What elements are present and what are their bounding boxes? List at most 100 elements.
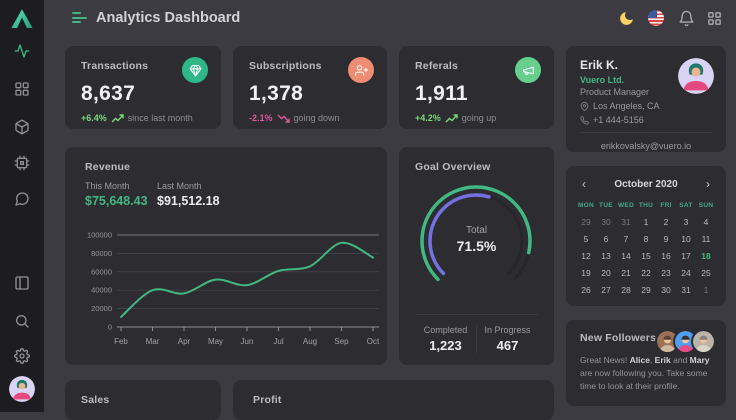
calendar-day[interactable]: 7	[623, 234, 629, 244]
calendar-day[interactable]: 27	[601, 285, 611, 295]
calendar-day[interactable]: 31	[621, 217, 631, 227]
completed-label: Completed	[423, 325, 468, 335]
cpu-icon	[14, 155, 30, 171]
sales-card: Sales	[65, 380, 221, 420]
x-axis-month-label: Oct	[367, 337, 380, 346]
language-us-flag-icon[interactable]	[648, 10, 664, 26]
calendar-day[interactable]: 10	[681, 234, 691, 244]
completed-value: 1,223	[429, 338, 462, 353]
calendar-day[interactable]: 6	[603, 234, 609, 244]
calendar-day[interactable]: 24	[681, 268, 691, 278]
follower-avatars	[655, 329, 716, 354]
calendar-dow: TUE	[599, 202, 613, 209]
calendar-day[interactable]: 12	[581, 251, 591, 261]
user-avatar[interactable]	[9, 376, 35, 402]
calendar-day[interactable]: 19	[581, 268, 591, 278]
calendar-day[interactable]: 25	[701, 268, 711, 278]
app-logo-icon[interactable]	[9, 6, 35, 32]
y-axis-tick-label: 60000	[91, 267, 112, 276]
sidebar-item-dashboard[interactable]	[14, 43, 30, 59]
calendar-days-grid: 29 30 31 1 2 3 4 5 6 7 8 9 10 11 12 13 14 15 16 17 18 19 20 21 2…	[576, 214, 716, 299]
calendar-dow: WED	[617, 202, 635, 209]
calendar-day-headers: MON TUE WED THU FRI SAT SUN	[576, 202, 716, 209]
sales-title: Sales	[81, 394, 110, 406]
map-pin-icon	[580, 101, 589, 111]
delta-value: +4.2%	[415, 113, 441, 123]
x-axis-month-label: Mar	[146, 337, 160, 346]
calendar-day[interactable]: 29	[641, 285, 651, 295]
calendar-dow: THU	[638, 202, 654, 209]
goal-footer: Completed 1,223 In Progress 467	[415, 314, 538, 353]
calendar-day-selected[interactable]: 18	[701, 251, 711, 261]
sidebar-item-messages[interactable]	[14, 191, 30, 207]
calendar-dow: SAT	[679, 202, 693, 209]
calendar-day[interactable]: 4	[703, 217, 709, 227]
sidebar-item-apps[interactable]	[14, 81, 30, 97]
megaphone-icon	[515, 57, 541, 83]
revenue-card: Revenue This Month $75,648.43 Last Month…	[65, 147, 387, 365]
calendar-day[interactable]: 11	[701, 234, 711, 244]
last-month-value: $91,512.18	[157, 194, 220, 208]
calendar-day[interactable]: 8	[643, 234, 649, 244]
notifications-bell-icon[interactable]	[678, 10, 695, 27]
calendar-day[interactable]: 28	[621, 285, 631, 295]
calendar-day[interactable]: 31	[681, 285, 691, 295]
apps-grid-icon[interactable]	[706, 10, 723, 27]
in-progress-label: In Progress	[484, 325, 531, 335]
stat-value: 1,911	[415, 82, 468, 105]
profile-company: Vuero Ltd.	[580, 75, 625, 85]
goal-overview-card: Goal Overview Total 71.5% Completed 1,22…	[399, 147, 554, 365]
chat-bubble-icon	[15, 192, 29, 206]
profile-avatar[interactable]	[678, 58, 714, 94]
calendar-day[interactable]: 2	[663, 217, 669, 227]
sidebar-item-plugins[interactable]	[14, 155, 30, 171]
new-followers-card: New Followers Great News! Alice, Erik an…	[566, 320, 726, 406]
calendar-day[interactable]: 23	[661, 268, 671, 278]
calendar-day[interactable]: 22	[641, 268, 651, 278]
calendar-day[interactable]: 15	[641, 251, 651, 261]
x-axis-month-label: Aug	[303, 337, 317, 346]
this-month-value: $75,648.43	[85, 194, 148, 208]
calendar-day[interactable]: 16	[661, 251, 671, 261]
followers-title: New Followers	[580, 332, 657, 344]
calendar-header: ‹ October 2020 ›	[578, 178, 714, 190]
sidebar-item-components[interactable]	[14, 119, 30, 135]
stat-label: Referals	[415, 60, 459, 72]
delta-value: +6.4%	[81, 113, 107, 123]
profit-card: Profit	[233, 380, 554, 420]
calendar-day[interactable]: 17	[681, 251, 691, 261]
calendar-day[interactable]: 9	[663, 234, 669, 244]
dark-mode-moon-icon[interactable]	[618, 10, 635, 27]
menu-toggle-button[interactable]	[72, 12, 88, 25]
y-axis-tick-label: 80000	[91, 249, 112, 258]
sidebar-item-layouts[interactable]	[14, 275, 30, 291]
delta-note: going down	[293, 113, 340, 123]
calendar-prev-button[interactable]: ‹	[578, 178, 590, 190]
sidebar-item-settings[interactable]	[14, 348, 30, 364]
profile-email[interactable]: erikkovalsky@vuero.io	[600, 141, 692, 151]
calendar-day[interactable]: 13	[601, 251, 611, 261]
profile-phone: +1 444-5156	[593, 115, 644, 125]
profile-card: Erik K. Vuero Ltd. Product Manager Los A…	[566, 46, 726, 152]
calendar-day[interactable]: 3	[683, 217, 689, 227]
calendar-day[interactable]: 21	[621, 268, 631, 278]
calendar-next-button[interactable]: ›	[702, 178, 714, 190]
calendar-day[interactable]: 30	[661, 285, 671, 295]
calendar-day[interactable]: 1	[643, 217, 649, 227]
x-axis-month-label: Jul	[273, 337, 283, 346]
calendar-day[interactable]: 20	[601, 268, 611, 278]
calendar-day[interactable]: 5	[583, 234, 589, 244]
follower-avatar-mary[interactable]	[691, 329, 716, 354]
calendar-day[interactable]: 26	[581, 285, 591, 295]
sidebar-item-search[interactable]	[14, 313, 30, 329]
revenue-series-line	[120, 241, 374, 318]
gauge-total-label: Total	[465, 225, 488, 236]
calendar-day[interactable]: 29	[581, 217, 591, 227]
calendar-day[interactable]: 1	[703, 285, 709, 295]
calendar-day[interactable]: 14	[621, 251, 631, 261]
gauge-total-value: 71.5%	[456, 238, 497, 254]
stat-value: 1,378	[249, 82, 304, 105]
search-icon	[16, 315, 29, 328]
calendar-day[interactable]: 30	[601, 217, 611, 227]
